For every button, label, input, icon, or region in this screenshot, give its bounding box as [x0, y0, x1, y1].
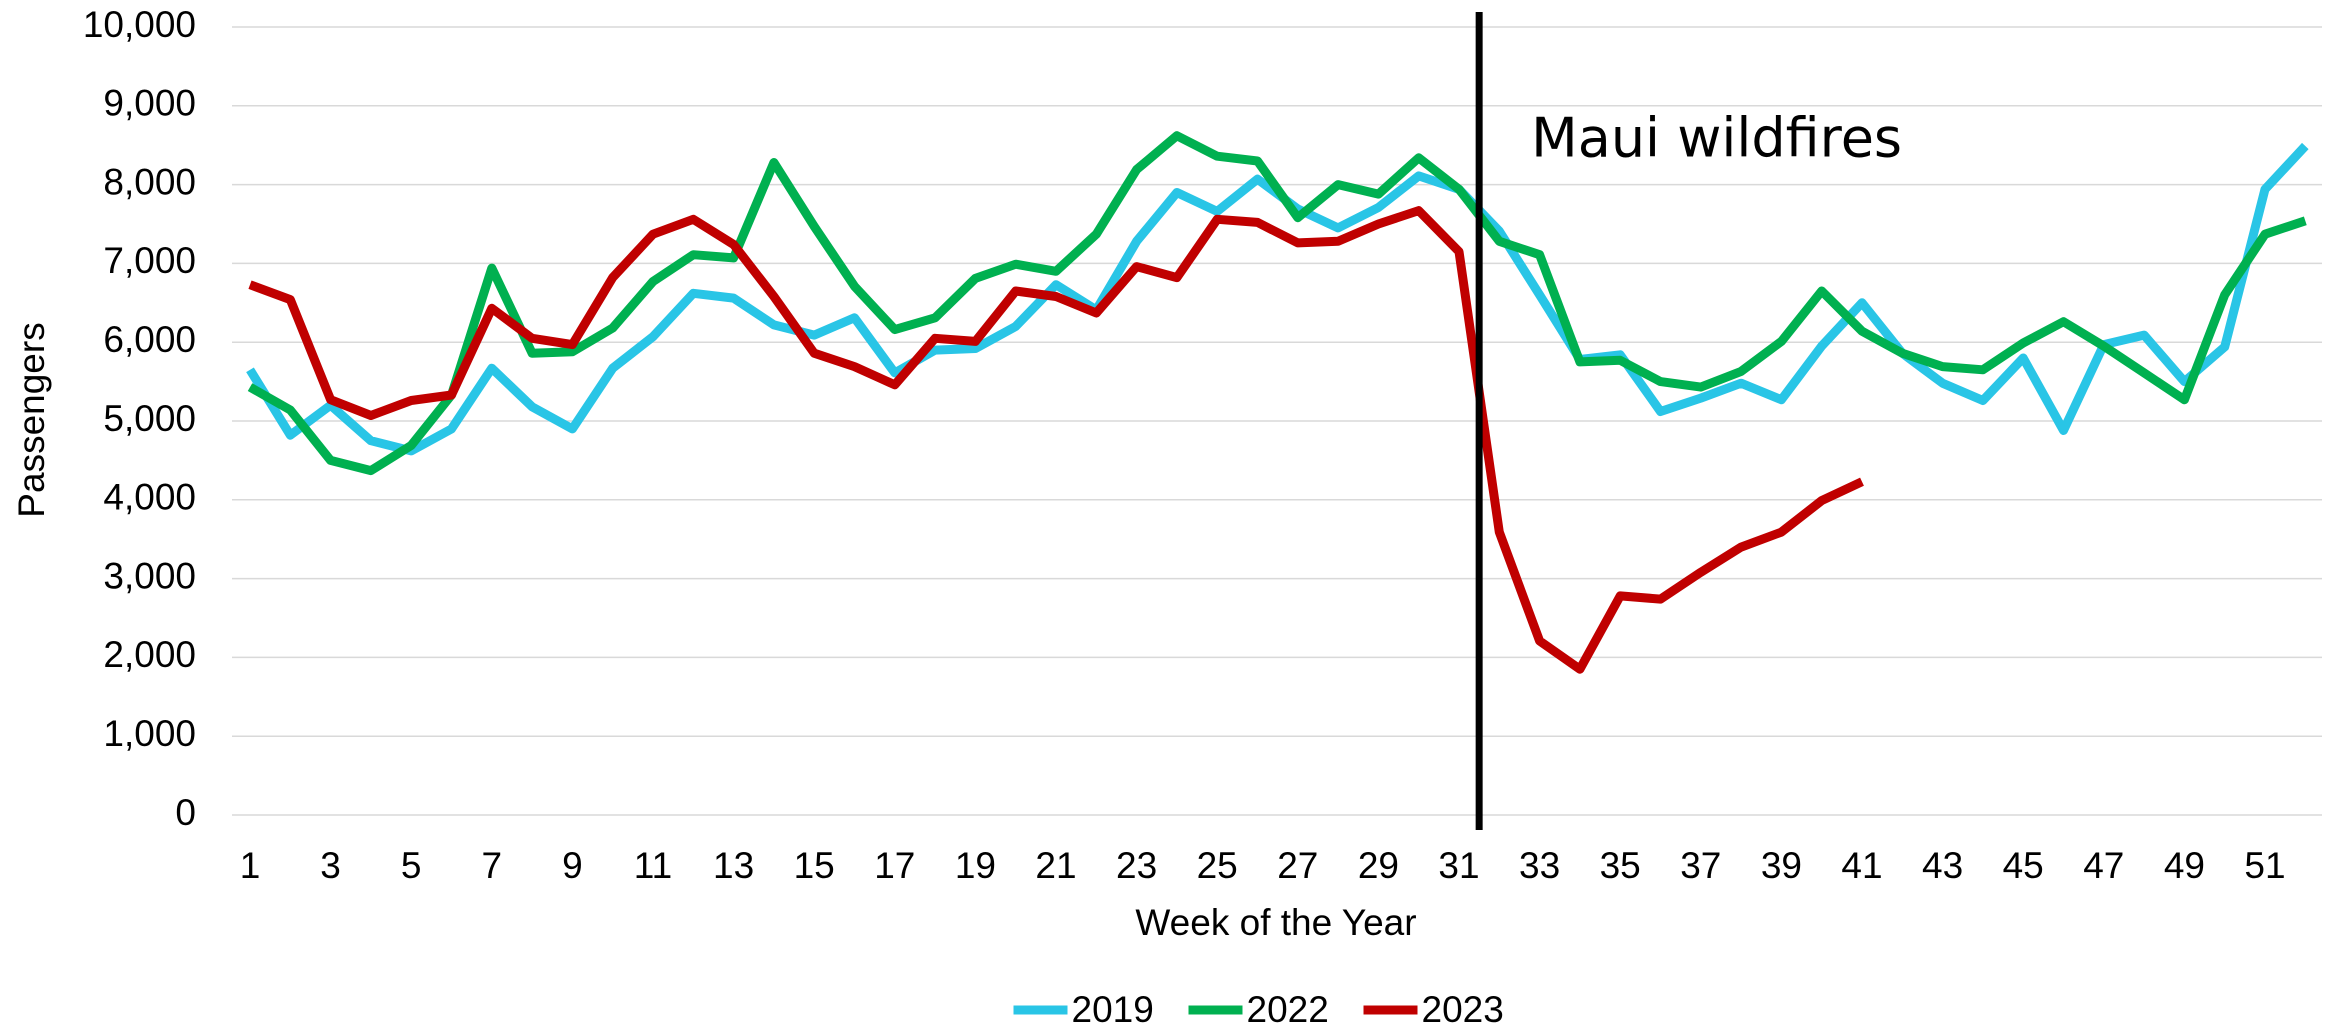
y-tick-label: 7,000: [103, 240, 196, 281]
x-tick-label: 21: [1035, 845, 1076, 886]
x-tick-label: 29: [1358, 845, 1399, 886]
x-tick-label: 5: [401, 845, 422, 886]
x-tick-label: 49: [2164, 845, 2205, 886]
y-tick-label: 1,000: [103, 713, 196, 754]
x-tick-label: 15: [794, 845, 835, 886]
x-tick-label: 31: [1438, 845, 1479, 886]
x-tick-label: 11: [634, 845, 672, 886]
line-series: [248, 206, 1864, 674]
x-tick-label: 23: [1116, 845, 1157, 886]
y-axis-label: Passengers: [11, 322, 52, 517]
x-tick-label: 37: [1680, 845, 1721, 886]
x-tick-label: 1: [240, 845, 261, 886]
legend-label: 2022: [1247, 989, 1329, 1030]
x-tick-label: 33: [1519, 845, 1560, 886]
x-tick-label: 51: [2244, 845, 2285, 886]
x-tick-label: 45: [2003, 845, 2044, 886]
y-tick-label: 2,000: [103, 634, 196, 675]
x-tick-label: 9: [562, 845, 583, 886]
x-tick-label: 19: [955, 845, 996, 886]
y-tick-label: 0: [175, 792, 196, 833]
x-tick-label: 17: [874, 845, 915, 886]
legend-label: 2019: [1072, 989, 1154, 1030]
annotation-text: Maui wildfires: [1531, 107, 1902, 170]
x-tick-label: 7: [482, 845, 503, 886]
x-tick-label: 3: [320, 845, 341, 886]
x-tick-label: 43: [1922, 845, 1963, 886]
x-tick-label: 13: [713, 845, 754, 886]
x-tick-label: 41: [1841, 845, 1882, 886]
x-tick-label: 27: [1277, 845, 1318, 886]
y-tick-label: 9,000: [103, 83, 196, 124]
y-tick-label: 10,000: [83, 4, 196, 45]
x-tick-label: 47: [2083, 845, 2124, 886]
x-tick-label: 25: [1197, 845, 1238, 886]
x-tick-label: 35: [1600, 845, 1641, 886]
y-tick-label: 6,000: [103, 319, 196, 360]
legend-label: 2023: [1422, 989, 1504, 1030]
y-tick-label: 5,000: [103, 398, 196, 439]
x-axis-label: Week of the Year: [1135, 902, 1416, 943]
y-tick-label: 3,000: [103, 555, 196, 596]
y-tick-label: 4,000: [103, 477, 196, 518]
x-tick-label: 39: [1761, 845, 1802, 886]
y-tick-label: 8,000: [103, 161, 196, 202]
line-series: [247, 131, 2307, 476]
